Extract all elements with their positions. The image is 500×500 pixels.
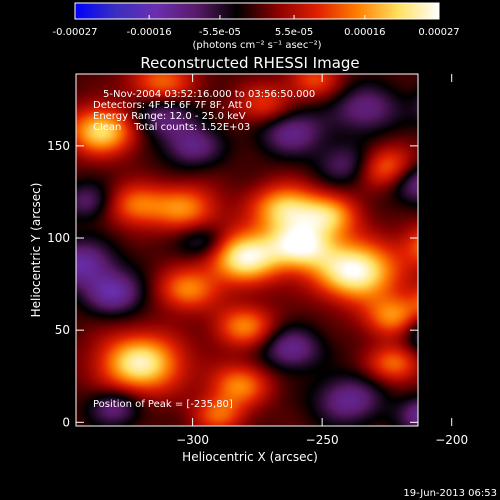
annotation-detectors: Detectors: 4F 5F 6F 7F 8F, Att 0 bbox=[93, 100, 252, 111]
plot-frame bbox=[75, 73, 419, 427]
y-tick-label: 100 bbox=[47, 231, 70, 245]
y-axis-label: Heliocentric Y (arcsec) bbox=[29, 183, 43, 318]
colorbar: -0.00027 -0.00016 -5.5e-05 5.5e-05 0.00016 0.… bbox=[53, 2, 460, 51]
annotation-peak-position: Position of Peak = [-235,80] bbox=[93, 399, 233, 410]
annotation-energy-range: Energy Range: 12.0 - 25.0 keV bbox=[93, 111, 246, 122]
annotation-time-range: 5-Nov-2004 03:52:16.000 to 03:56:50.000 bbox=[103, 89, 315, 100]
annotation-clean-counts: Clean Total counts: 1.52E+03 bbox=[93, 122, 250, 133]
colorbar-ticks: -0.00027 -0.00016 -5.5e-05 5.5e-05 0.00016 0.… bbox=[53, 15, 460, 38]
x-axis-label: Heliocentric X (arcsec) bbox=[182, 450, 318, 464]
colorbar-tick-label: 0.00016 bbox=[344, 27, 385, 38]
colorbar-tick-label: 5.5e-05 bbox=[275, 27, 313, 38]
y-tick-label: 150 bbox=[47, 139, 70, 153]
y-tick-label: 0 bbox=[62, 415, 70, 429]
y-tick-label: 50 bbox=[55, 323, 70, 337]
colorbar-gradient bbox=[74, 2, 440, 20]
x-tick-label: −200 bbox=[435, 433, 468, 447]
chart-title: Reconstructed RHESSI Image bbox=[140, 54, 359, 72]
footer-date: 19-Jun-2013 06:53 bbox=[403, 488, 497, 499]
x-axis-ticks: −300 −250 −200 bbox=[176, 74, 468, 447]
colorbar-tick-label: -5.5e-05 bbox=[199, 27, 241, 38]
colorbar-unit-label: (photons cm⁻² s⁻¹ asec⁻²) bbox=[192, 40, 321, 51]
colorbar-tick-label: 0.00027 bbox=[418, 27, 459, 38]
colorbar-tick-label: -0.00027 bbox=[53, 27, 98, 38]
x-tick-label: −300 bbox=[176, 433, 209, 447]
colorbar-tick-label: -0.00016 bbox=[127, 27, 172, 38]
x-tick-label: −250 bbox=[306, 433, 339, 447]
y-axis-ticks: 0 50 100 150 bbox=[47, 139, 418, 429]
heatmap-image bbox=[76, 74, 418, 426]
